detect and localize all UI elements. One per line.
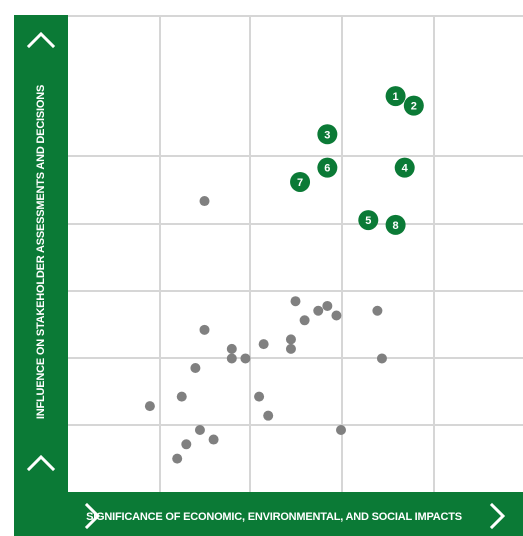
plot-background [68,15,523,492]
highlight-badge-label: 8 [393,220,399,232]
highlight-badge: 5 [358,210,379,231]
scatter-point [254,391,265,402]
scatter-point [172,453,183,464]
scatter-point [263,410,274,421]
scatter-point [144,401,155,412]
scatter-point [299,315,310,326]
highlight-badge-label: 6 [324,163,330,175]
chevron-up-icon [26,31,56,49]
chevron-up-icon [26,454,56,472]
highlight-badge: 7 [290,171,311,192]
scatter-point [240,353,251,364]
scatter-point [285,343,296,354]
scatter-point [372,305,383,316]
highlight-badge-label: 7 [297,177,303,189]
highlight-badge-circle [317,157,338,178]
y-axis-label: INFLUENCE ON STAKEHOLDER ASSESSMENTS AND… [35,85,47,419]
scatter-point [285,334,296,345]
scatter-point [258,339,269,350]
scatter-point [199,196,210,207]
scatter-point [290,296,301,307]
highlight-badge-circle [290,171,311,192]
scatter-point [336,424,346,435]
grid-lines [68,15,523,492]
scatter-points [144,196,387,464]
highlighted-topics: 12 3 4 5 6 7 8 [290,86,424,235]
scatter-point [322,300,333,311]
highlight-badge-label: 3 [324,129,330,141]
highlight-badge-circle [403,95,424,116]
scatter-point [176,391,187,402]
scatter-point [226,343,237,354]
highlight-badge: 8 [385,214,406,235]
scatter-point [181,439,192,450]
highlight-badge-circle [385,86,406,107]
highlight-badge-label: 4 [402,163,409,175]
highlight-badge-circle [317,124,338,145]
y-axis-bar [14,15,68,536]
highlight-badge-circle [385,214,406,235]
highlight-badge: 1 [385,86,406,107]
scatter-point [208,434,219,445]
scatter-point [376,353,387,364]
highlight-badge-label: 5 [365,215,371,227]
chevron-right-icon [489,502,506,530]
scatter-point [199,324,210,335]
highlight-badge: 3 [317,124,338,145]
highlight-badge-circle [394,157,415,178]
highlight-badge: 2 [403,95,424,116]
highlight-badge-circle [358,210,379,231]
scatter-point [190,362,201,373]
scatter-point [331,310,342,321]
scatter-point [313,305,324,316]
highlight-badge-label: 1 [393,91,399,103]
scatter-point [226,353,237,364]
chevron-right-icon [84,502,101,530]
highlight-badge-label: 2 [411,101,417,113]
scatter-point [194,424,205,435]
x-axis-bar [68,492,523,536]
highlight-badge: 6 [317,157,338,178]
highlight-badge: 4 [394,157,415,178]
x-axis-label: SIGNIFICANCE OF ECONOMIC, ENVIRONMENTAL,… [86,511,462,523]
